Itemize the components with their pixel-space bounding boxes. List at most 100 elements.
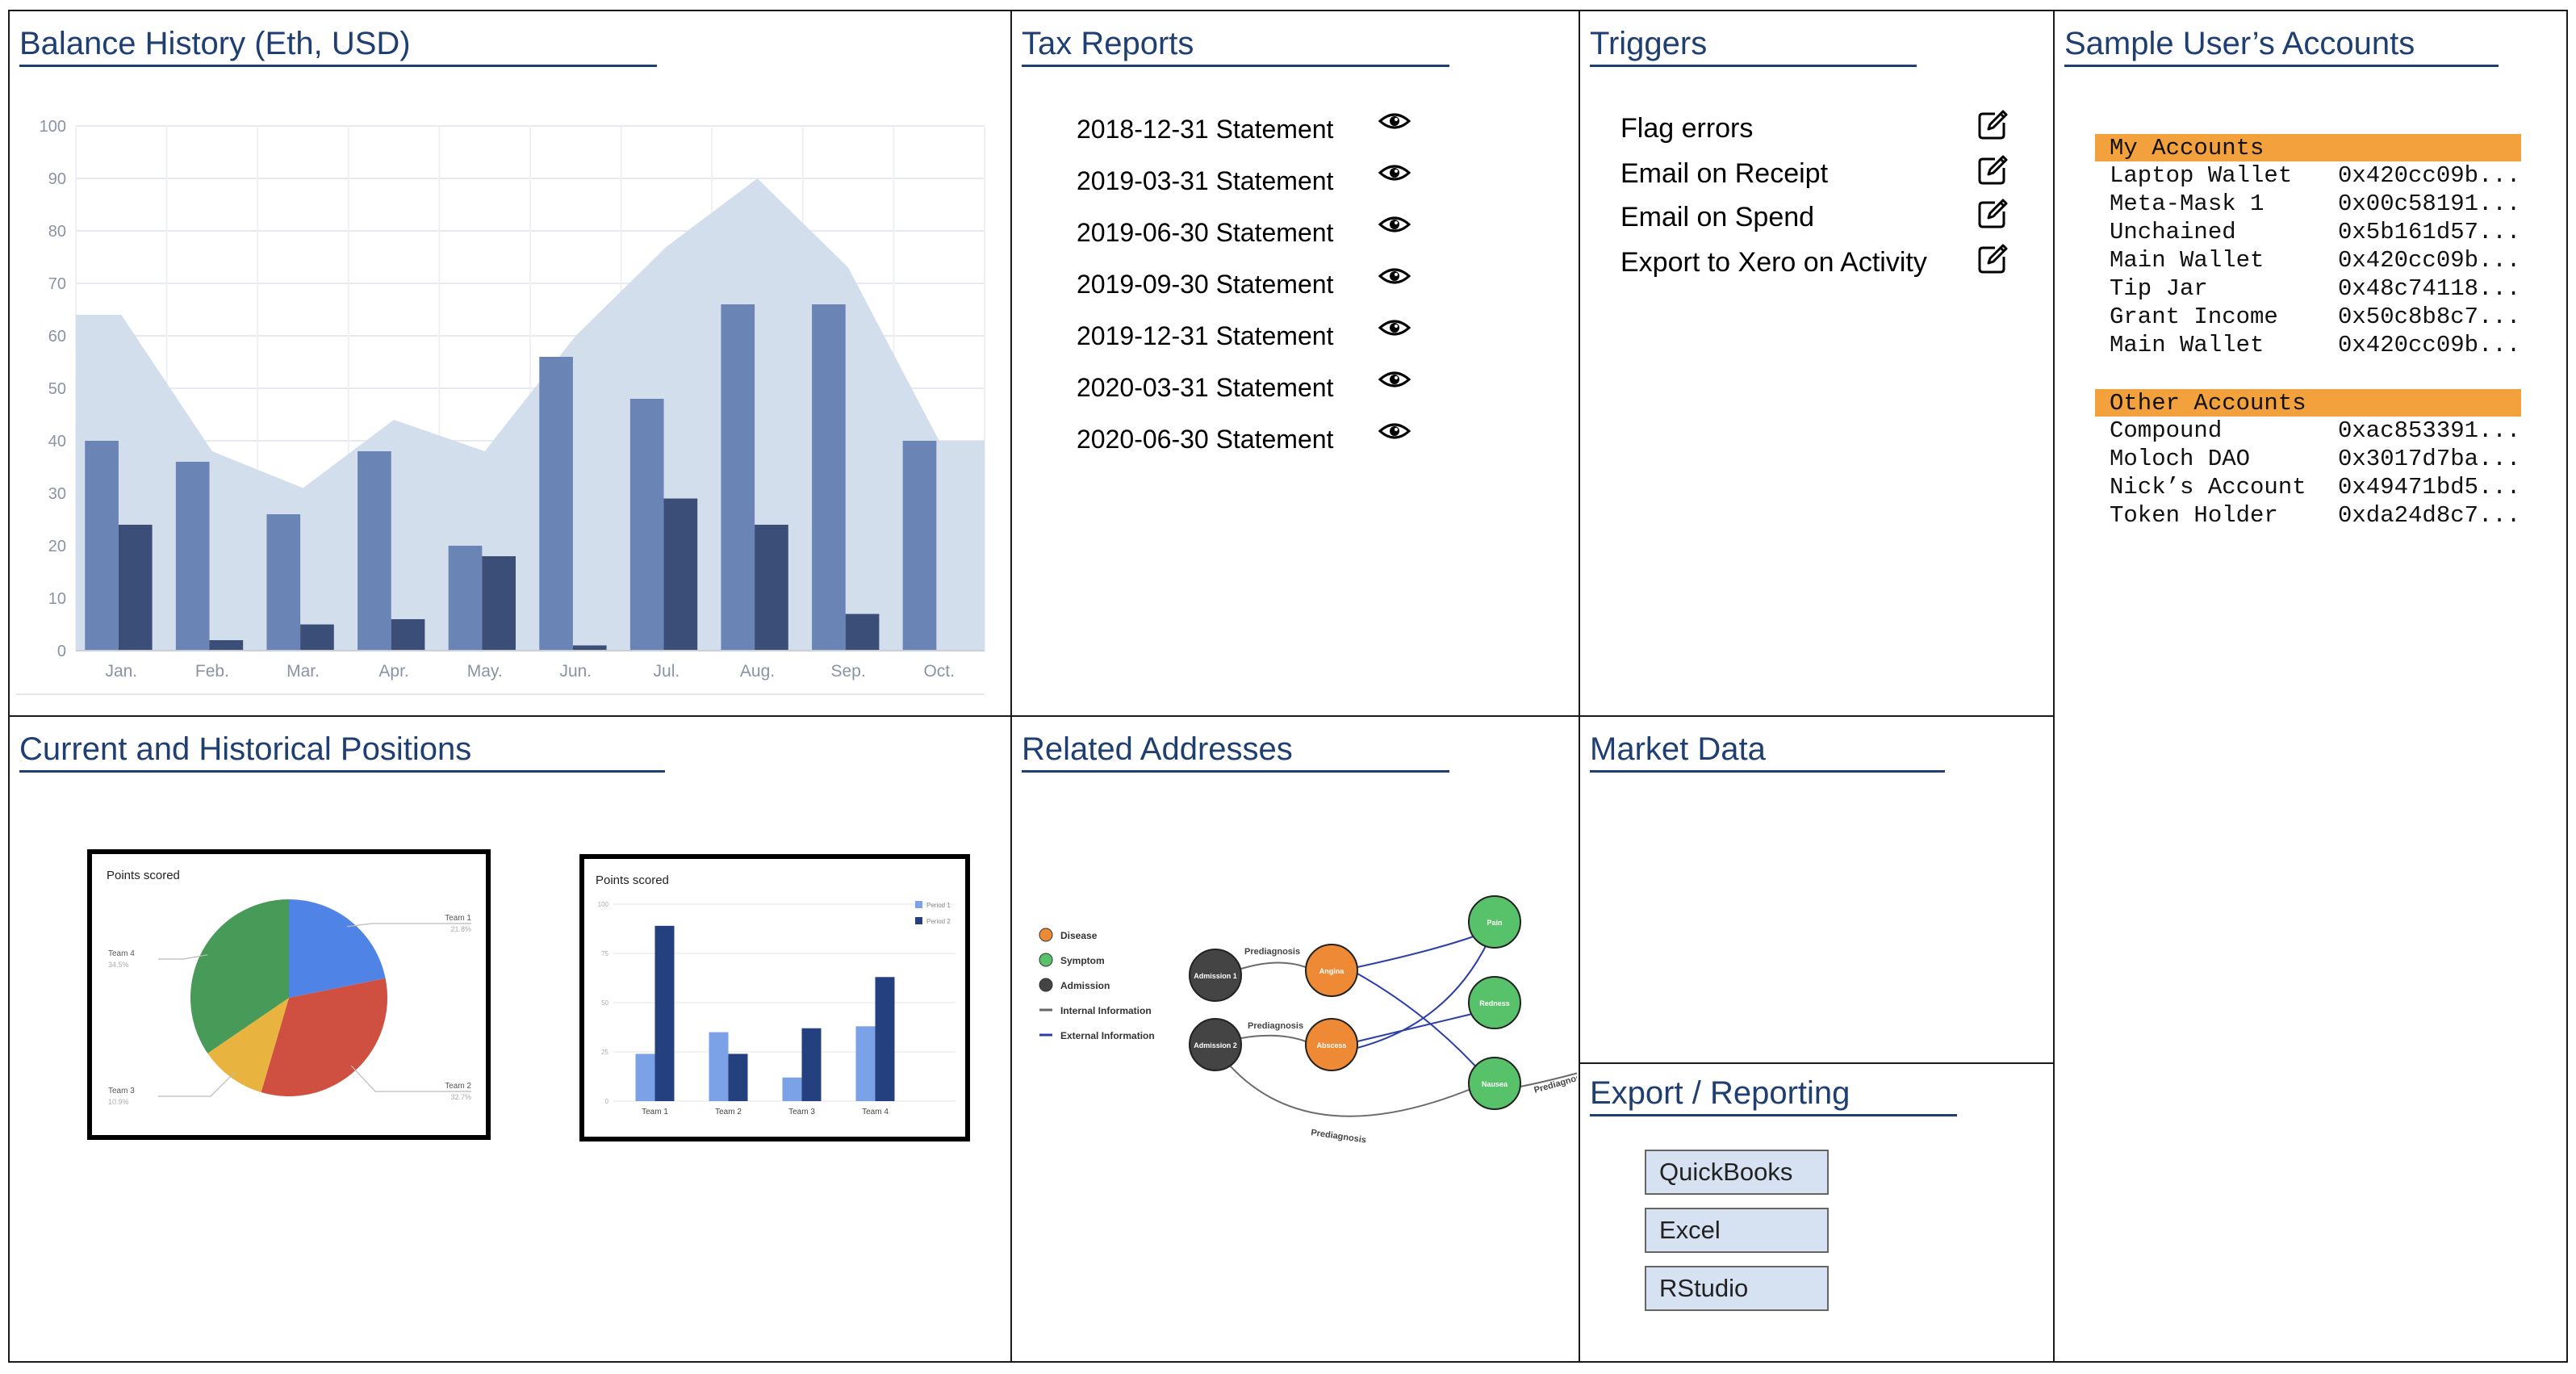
account-address: 0x420cc09b... <box>2338 247 2521 274</box>
x-tick-label: Team 3 <box>788 1108 815 1116</box>
panel-title: Export / Reporting <box>1590 1075 1957 1116</box>
x-tick-label: Team 2 <box>715 1108 742 1116</box>
statement-label: 2019-06-30 Statement <box>1077 218 1334 247</box>
x-tick-label: Jun. <box>559 662 592 681</box>
y-tick-label: 50 <box>601 999 608 1007</box>
account-address: 0x50c8b8c7... <box>2338 304 2521 330</box>
x-tick-label: Feb. <box>195 662 229 681</box>
pie-leader-line <box>350 1065 471 1092</box>
trigger-label: Export to Xero on Activity <box>1620 247 1927 278</box>
accounts-panel: Sample User’s Accounts My Accounts Lapto… <box>2055 11 2566 1361</box>
pie-leader-line <box>158 954 208 960</box>
eye-icon[interactable] <box>1378 265 1411 287</box>
panel-title: Current and Historical Positions <box>19 731 665 773</box>
account-address: 0xac853391... <box>2338 417 2521 444</box>
pie-slice <box>289 899 386 998</box>
account-name: Main Wallet <box>2110 332 2264 358</box>
account-name: Meta-Mask 1 <box>2110 191 2264 217</box>
account-row[interactable]: Grant Income 0x50c8b8c7... <box>2110 303 2529 331</box>
account-name: Token Holder <box>2110 502 2278 529</box>
graph-edge <box>1240 1034 1307 1042</box>
pie-slice-value: 10.9% <box>108 1098 129 1106</box>
account-row[interactable]: Unchained 0x5b161d57... <box>2110 218 2529 246</box>
account-address: 0x48c74118... <box>2338 275 2521 302</box>
account-row[interactable]: Main Wallet 0x420cc09b... <box>2110 246 2529 274</box>
edit-icon[interactable] <box>1976 197 2009 231</box>
graph-node-label: Admission 2 <box>1194 1041 1237 1049</box>
account-row[interactable]: Nick’s Account 0x49471bd5... <box>2110 473 2529 501</box>
eth-bar <box>448 546 483 651</box>
eye-icon[interactable] <box>1378 213 1411 236</box>
trigger-label: Email on Spend <box>1620 202 1815 232</box>
panel-title: Triggers <box>1590 26 1917 67</box>
team-bar <box>728 1054 748 1101</box>
usd-bar <box>118 525 153 651</box>
edit-icon[interactable] <box>1976 153 2009 187</box>
eye-icon[interactable] <box>1378 420 1411 442</box>
graph-node-label: Redness <box>1479 999 1510 1007</box>
divider-market-export <box>1579 1062 2055 1064</box>
account-row[interactable]: Compound 0xac853391... <box>2110 417 2529 445</box>
account-name: Laptop Wallet <box>2110 162 2293 189</box>
account-row[interactable]: Tip Jar 0x48c74118... <box>2110 274 2529 303</box>
eth-bar <box>629 399 664 651</box>
eye-icon[interactable] <box>1378 161 1411 184</box>
y-tick-label: 100 <box>598 901 609 908</box>
legend-label: Admission <box>1060 980 1110 991</box>
trigger-label: Flag errors <box>1620 113 1754 144</box>
y-tick-label: 50 <box>48 380 66 398</box>
y-tick-label: 0 <box>605 1098 609 1105</box>
legend-marker <box>1039 928 1053 942</box>
pie-leader-line <box>347 923 471 928</box>
edit-icon[interactable] <box>1976 108 2009 142</box>
account-row[interactable]: Laptop Wallet 0x420cc09b... <box>2110 161 2529 190</box>
frame-right <box>2566 10 2568 1363</box>
account-address: 0x420cc09b... <box>2338 332 2521 358</box>
edge-label: Prediagnosis <box>1311 1128 1367 1145</box>
pie-slice <box>190 899 289 1054</box>
pie-slice-value: 32.7% <box>450 1093 471 1101</box>
y-tick-label: 75 <box>601 950 608 957</box>
account-name: Nick’s Account <box>2110 474 2306 501</box>
graph-node-label: Pain <box>1487 919 1502 927</box>
quickbooks-export-button[interactable]: QuickBooks <box>1645 1150 1829 1195</box>
team-bar <box>875 977 895 1101</box>
rstudio-export-button[interactable]: RStudio <box>1645 1266 1829 1311</box>
x-tick-label: Sep. <box>830 662 865 681</box>
legend-label: Disease <box>1060 930 1098 941</box>
legend-label: Period 2 <box>926 918 951 925</box>
team-bar <box>801 1028 822 1101</box>
eth-bar <box>902 441 937 651</box>
eth-bar <box>812 304 846 651</box>
team-bar <box>855 1026 876 1101</box>
panel-title: Sample User’s Accounts <box>2064 26 2499 67</box>
x-tick-label: Apr. <box>378 662 408 681</box>
account-address: 0xda24d8c7... <box>2338 502 2521 529</box>
pie-chart: Team 1 21.8% Team 2 32.7% Team 3 10.9% Team 4 3… <box>108 899 471 1106</box>
account-address: 0x49471bd5... <box>2338 474 2521 501</box>
edit-icon[interactable] <box>1976 242 2009 276</box>
x-tick-label: Mar. <box>286 662 320 681</box>
x-tick-label: May. <box>467 662 503 681</box>
other-accounts-header: Other Accounts <box>2095 389 2521 417</box>
eth-bar <box>539 357 573 651</box>
eye-icon[interactable] <box>1378 368 1411 391</box>
account-row[interactable]: Token Holder 0xda24d8c7... <box>2110 501 2529 530</box>
graph-node <box>1305 944 1358 997</box>
triggers-panel: Triggers Flag errors Email on Receipt Emai… <box>1580 11 2053 715</box>
graph-edge <box>1357 936 1474 968</box>
account-row[interactable]: Moloch DAO 0x3017d7ba... <box>2110 445 2529 473</box>
eye-icon[interactable] <box>1378 316 1411 339</box>
account-row[interactable]: Meta-Mask 1 0x00c58191... <box>2110 190 2529 218</box>
related-addresses-graph: Disease Symptom Admission Internal Informat… <box>1039 895 1577 1146</box>
graph-node-label: Abscess <box>1316 1041 1346 1049</box>
eye-icon[interactable] <box>1378 110 1411 132</box>
legend-label: Internal Information <box>1060 1005 1152 1016</box>
panel-title: Balance History (Eth, USD) <box>19 26 657 67</box>
statement-label: 2019-09-30 Statement <box>1077 270 1334 299</box>
graph-node <box>1468 1057 1521 1110</box>
graph-node <box>1468 895 1521 949</box>
account-row[interactable]: Main Wallet 0x420cc09b... <box>2110 331 2529 359</box>
y-tick-label: 60 <box>48 328 66 346</box>
excel-export-button[interactable]: Excel <box>1645 1208 1829 1253</box>
